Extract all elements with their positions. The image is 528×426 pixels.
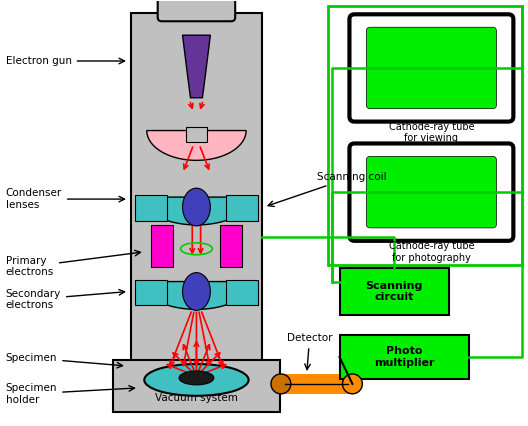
Bar	[226, 195, 258, 221]
FancyBboxPatch shape	[158, 0, 235, 21]
Bar	[185, 127, 208, 142]
Ellipse shape	[343, 374, 362, 394]
Ellipse shape	[144, 364, 249, 396]
Ellipse shape	[271, 374, 291, 394]
Text: Cathode-ray tube
for viewing: Cathode-ray tube for viewing	[389, 122, 474, 143]
Bar	[226, 279, 258, 305]
Bar	[340, 335, 469, 379]
Polygon shape	[142, 282, 251, 309]
Text: Primary
electrons: Primary electrons	[6, 250, 140, 277]
Text: Cathode-ray tube
for photography: Cathode-ray tube for photography	[389, 241, 474, 262]
Text: Scanning coil: Scanning coil	[268, 172, 386, 207]
Bar	[135, 279, 167, 305]
Ellipse shape	[183, 273, 210, 311]
Bar	[281, 374, 352, 394]
Polygon shape	[147, 130, 246, 160]
Text: Scanning
circuit: Scanning circuit	[365, 281, 423, 302]
Text: Detector: Detector	[287, 333, 332, 370]
FancyBboxPatch shape	[350, 14, 513, 121]
Polygon shape	[142, 197, 251, 225]
Ellipse shape	[183, 188, 210, 226]
FancyBboxPatch shape	[366, 156, 496, 228]
Bar	[340, 268, 449, 315]
Polygon shape	[183, 35, 210, 98]
Text: Secondary
electrons: Secondary electrons	[6, 289, 125, 310]
FancyBboxPatch shape	[366, 27, 496, 109]
Bar	[135, 195, 167, 221]
Bar	[131, 13, 262, 366]
Text: Specimen
holder: Specimen holder	[6, 383, 135, 405]
Bar	[220, 225, 242, 267]
Text: Photo
multiplier: Photo multiplier	[374, 346, 435, 368]
Text: Specimen: Specimen	[6, 353, 122, 368]
Bar	[113, 360, 280, 412]
Text: Condenser
lenses: Condenser lenses	[6, 188, 125, 210]
Bar	[150, 225, 173, 267]
Text: Vacuum system: Vacuum system	[155, 393, 238, 403]
Bar	[327, 6, 522, 265]
Text: Electron gun: Electron gun	[6, 56, 125, 66]
FancyBboxPatch shape	[350, 144, 513, 241]
Ellipse shape	[179, 371, 214, 385]
